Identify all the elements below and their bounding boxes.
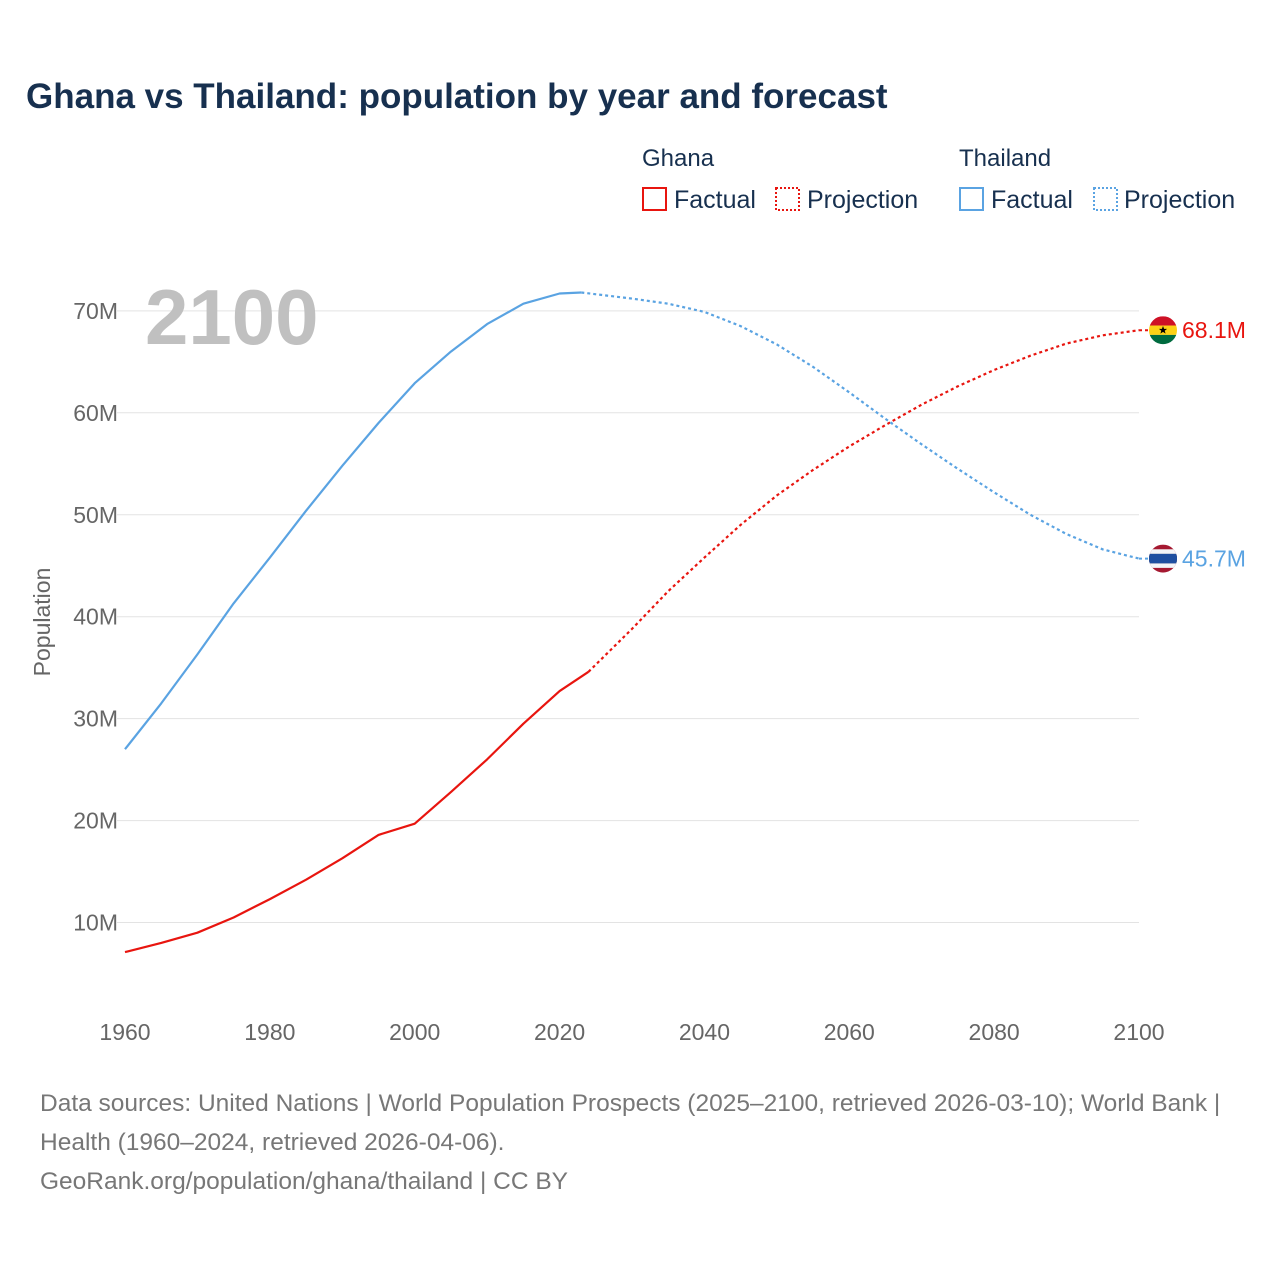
footer: Data sources: United Nations | World Pop…	[40, 1084, 1240, 1201]
y-tick-label: 30M	[73, 706, 118, 732]
legend-thailand-factual-swatch[interactable]	[959, 187, 984, 211]
legend-ghana-projection-label[interactable]: Projection	[807, 186, 918, 214]
series-lines	[124, 291, 1149, 954]
ghana-end-value-label: 68.1M	[1182, 317, 1246, 343]
data-sources-text: Data sources: United Nations | World Pop…	[40, 1090, 1221, 1156]
y-tick-label: 70M	[73, 298, 118, 324]
x-axis-ticks: 1960 1980 2000 2020 2040 2060 2080 2100	[99, 1019, 1164, 1045]
thailand-factual-line[interactable]	[124, 291, 582, 750]
y-tick-label: 40M	[73, 604, 118, 630]
legend-thailand-projection-label[interactable]: Projection	[1124, 186, 1235, 214]
chart-title: Ghana vs Thailand: population by year an…	[26, 77, 888, 116]
legend-ghana-factual-swatch[interactable]	[642, 187, 667, 211]
x-tick-label: 2020	[534, 1019, 585, 1045]
y-tick-label: 60M	[73, 400, 118, 426]
gridlines	[117, 310, 1139, 924]
x-tick-label: 2040	[679, 1019, 730, 1045]
y-tick-label: 50M	[73, 502, 118, 528]
legend-thailand-projection-swatch[interactable]	[1093, 187, 1118, 211]
x-tick-label: 1980	[244, 1019, 295, 1045]
legend-ghana-projection-swatch[interactable]	[775, 187, 800, 211]
y-axis-ticks: 10M 20M 30M 40M 50M 60M 70M	[73, 298, 118, 936]
thailand-flag-icon	[1149, 544, 1177, 573]
ghana-factual-line[interactable]	[124, 670, 590, 954]
x-tick-label: 2060	[824, 1019, 875, 1045]
y-tick-label: 10M	[73, 910, 118, 936]
ghana-projection-line[interactable]	[587, 329, 1140, 673]
legend-thailand-factual-label[interactable]: Factual	[991, 186, 1073, 214]
y-axis-label: Population	[29, 568, 55, 677]
legend-ghana-factual-label[interactable]: Factual	[674, 186, 756, 214]
x-tick-label: 1960	[99, 1019, 150, 1045]
legend-thailand-heading: Thailand	[959, 145, 1051, 172]
legend-ghana-heading: Ghana	[642, 145, 715, 172]
current-year-label: 2100	[145, 273, 319, 361]
x-tick-label: 2000	[389, 1019, 440, 1045]
thailand-projection-line[interactable]	[581, 291, 1140, 560]
x-tick-label: 2100	[1113, 1019, 1164, 1045]
legend: Ghana Factual Projection Thailand Factua…	[642, 145, 1235, 214]
population-chart: Ghana vs Thailand: population by year an…	[26, 77, 1246, 1045]
x-tick-label: 2080	[969, 1019, 1020, 1045]
ghana-flag-icon	[1149, 316, 1177, 345]
thailand-end-value-label: 45.7M	[1182, 546, 1246, 572]
attribution-text[interactable]: GeoRank.org/population/ghana/thailand | …	[40, 1168, 569, 1195]
y-tick-label: 20M	[73, 808, 118, 834]
